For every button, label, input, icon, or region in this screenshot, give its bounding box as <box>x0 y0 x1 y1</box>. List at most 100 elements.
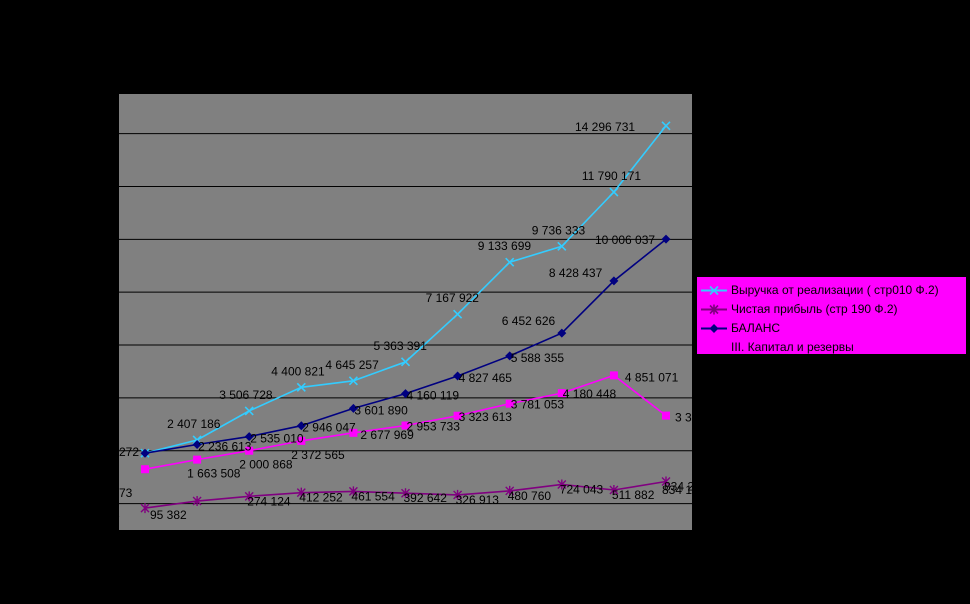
data-point <box>401 389 410 399</box>
data-point <box>348 403 358 413</box>
data-point <box>244 491 254 502</box>
data-label: 461 554 <box>351 489 395 503</box>
data-label: 95 382 <box>150 508 187 522</box>
data-label: 1 663 508 <box>187 467 241 481</box>
data-label: 2 535 010 <box>250 432 304 446</box>
data-label: 3 323 613 <box>459 410 513 424</box>
data-point <box>140 448 150 458</box>
data-point <box>244 432 254 442</box>
data-point <box>453 489 463 500</box>
data-point <box>557 479 567 490</box>
data-point <box>192 439 202 449</box>
legend-label-balance: БАЛАНС <box>731 321 781 335</box>
data-label: 4 160 119 <box>407 389 460 403</box>
legend-key-net-profit <box>701 304 727 315</box>
data-point <box>505 257 515 267</box>
data-label: 2 372 565 <box>291 448 345 462</box>
data-label: 326 913 <box>456 493 500 507</box>
data-label: 2 000 868 <box>239 458 293 472</box>
data-label: 4 851 071 <box>625 370 679 384</box>
series-markers <box>140 121 671 514</box>
data-label: 5 363 391 <box>374 339 428 353</box>
data-point <box>609 371 618 380</box>
legend-item-balance: БАЛАНС <box>697 319 966 338</box>
data-label: 9 736 333 <box>532 223 586 237</box>
data-label: 3 601 890 <box>354 403 408 417</box>
data-label: 9 133 699 <box>478 239 532 253</box>
legend-label-net-profit: Чистая прибыль (стр 190 Ф.2) <box>731 302 898 316</box>
legend-item-revenue: Выручка от реализации ( стр010 Ф.2) <box>697 281 966 300</box>
data-label: 7 167 922 <box>426 291 480 305</box>
data-point <box>193 455 202 464</box>
data-point <box>557 328 567 338</box>
data-label: 14 296 731 <box>575 120 635 134</box>
extra-data-label: 834 1 <box>662 483 692 497</box>
data-label: 480 760 <box>508 489 552 503</box>
data-point <box>505 485 515 496</box>
data-label: 5 588 355 <box>511 351 565 365</box>
data-point <box>609 485 619 496</box>
data-label: 4 180 448 <box>563 387 617 401</box>
data-point <box>662 411 670 420</box>
data-point <box>401 488 410 499</box>
data-label: 392 642 <box>404 491 448 505</box>
data-label: 10 006 037 <box>595 233 655 247</box>
plot-area <box>119 94 692 530</box>
legend-key-balance <box>701 324 727 333</box>
data-label: 2 946 047 <box>302 421 356 435</box>
data-label: 272 <box>119 445 139 459</box>
data-label: 2 677 969 <box>360 428 414 442</box>
legend-label-capital: III. Капитал и резервы <box>731 340 854 354</box>
data-point <box>453 371 463 381</box>
data-point <box>400 357 411 367</box>
data-point <box>348 486 358 497</box>
data-point <box>453 411 462 420</box>
data-point <box>505 399 514 408</box>
legend-item-capital: III. Капитал и резервы <box>697 338 966 357</box>
data-label: 8 428 437 <box>549 266 603 280</box>
data-point <box>244 406 254 416</box>
data-label: 2 407 186 <box>167 417 221 431</box>
data-point <box>141 465 149 474</box>
data-point <box>296 421 306 431</box>
data-label: 511 882 <box>612 488 655 502</box>
data-labels: 272 2 407 186 3 506 728 4 400 821 4 645 257 5… <box>113 120 708 522</box>
data-label: 73 <box>119 486 133 500</box>
data-label: 3 506 728 <box>219 388 273 402</box>
data-label: 3 781 053 <box>511 398 565 412</box>
data-label: 2 <box>113 506 120 520</box>
data-label: 4 400 821 <box>271 364 325 378</box>
legend-key-revenue <box>701 285 727 296</box>
data-point <box>609 187 619 197</box>
data-point <box>296 382 306 392</box>
data-point <box>297 436 306 445</box>
data-point <box>348 376 358 386</box>
data-label: 724 043 <box>560 482 604 496</box>
data-point <box>296 487 306 498</box>
data-label: 2 953 733 <box>407 420 461 434</box>
data-label: 2 236 613 <box>198 439 252 453</box>
data-label: 834 282 <box>664 480 708 494</box>
data-point <box>609 276 619 286</box>
data-point <box>245 446 254 455</box>
data-point <box>192 435 202 445</box>
data-point <box>661 121 671 131</box>
legend-item-net-profit: Чистая прибыль (стр 190 Ф.2) <box>697 300 966 319</box>
data-label: 274 124 <box>247 494 291 508</box>
chart-legend: Выручка от реализации ( стр010 Ф.2) Чист… <box>697 277 966 354</box>
data-point <box>349 428 358 437</box>
legend-key-capital <box>701 338 727 357</box>
legend-label-revenue: Выручка от реализации ( стр010 Ф.2) <box>731 283 939 297</box>
data-point <box>505 351 515 361</box>
data-label: 412 252 <box>299 491 343 505</box>
data-point <box>557 241 567 251</box>
data-point <box>401 421 410 430</box>
data-label: 4 827 465 <box>459 371 513 385</box>
data-label: 4 645 257 <box>325 358 379 372</box>
data-point <box>661 234 671 244</box>
data-point <box>140 503 150 514</box>
data-label: 11 790 171 <box>582 169 641 183</box>
data-point <box>661 476 671 487</box>
data-point <box>557 389 566 398</box>
